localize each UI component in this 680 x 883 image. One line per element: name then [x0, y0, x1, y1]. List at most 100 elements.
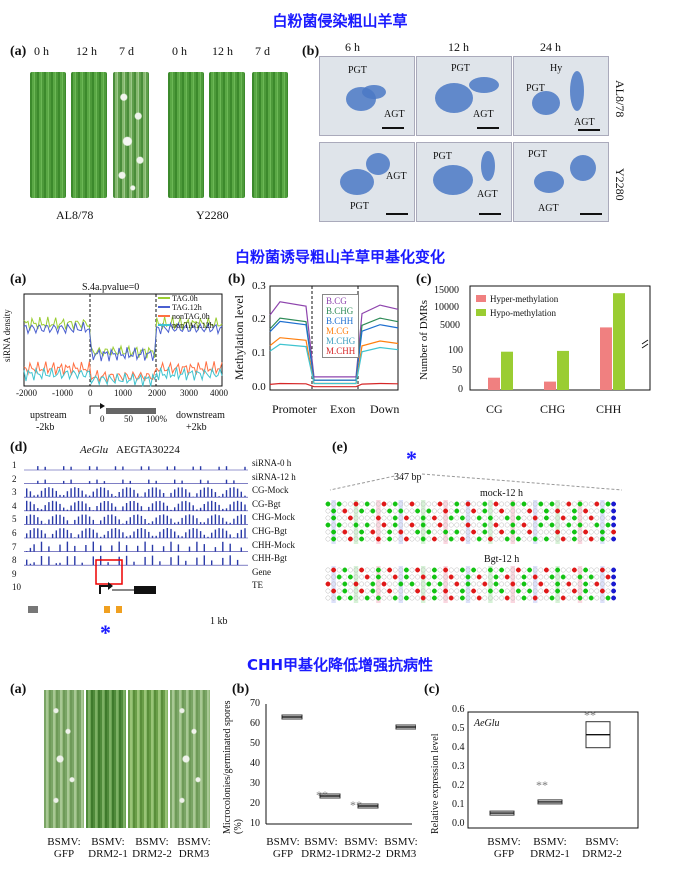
x-tick: 4000	[210, 388, 228, 398]
cytosine-dot	[487, 536, 493, 542]
cytosine-dot	[381, 588, 387, 594]
cytosine-dot	[493, 595, 499, 601]
cytosine-dot	[482, 581, 488, 587]
signal-bar	[125, 520, 128, 525]
cytosine-dot	[387, 581, 393, 587]
cytosine-dot	[403, 581, 409, 587]
cytosine-dot	[471, 595, 477, 601]
time-label: 0 h	[34, 44, 49, 58]
cytosine-dot	[465, 588, 471, 594]
signal-bar	[177, 487, 180, 498]
cytosine-dot	[543, 508, 549, 514]
cytosine-dot	[476, 574, 482, 580]
cytosine-dot	[560, 508, 566, 514]
series-line-nonTAG.12h	[23, 366, 223, 387]
signal-bar	[63, 516, 65, 525]
signal-bar	[103, 516, 106, 525]
cytosine-dot	[560, 574, 566, 580]
cytosine-dot	[532, 508, 538, 514]
signal-bar	[33, 504, 35, 511]
scale-label: 1 kb	[210, 616, 228, 627]
signal-bar	[37, 508, 39, 511]
cytosine-dot	[504, 536, 510, 542]
signal-bar	[244, 515, 246, 525]
signal-bar	[162, 529, 165, 538]
signal-bar	[100, 520, 102, 525]
signal-bar	[177, 535, 180, 538]
signal-bar	[29, 563, 32, 566]
signal-bar	[74, 502, 76, 511]
signal-bar	[233, 518, 235, 525]
cytosine-dot	[543, 536, 549, 542]
cytosine-dot	[510, 588, 516, 594]
signal-bar	[81, 530, 83, 538]
cytosine-dot	[504, 567, 510, 573]
signal-bar	[159, 515, 161, 525]
signal-bar	[107, 562, 109, 566]
section3-title: CHH甲基化降低增强抗病性	[246, 656, 434, 674]
signal-bar	[218, 515, 220, 525]
cytosine-dot	[571, 522, 577, 528]
cytosine-dot	[370, 567, 376, 573]
micrograph: PGT AGT	[416, 56, 512, 136]
y-tick: 0.2	[252, 313, 266, 325]
cytosine-dot	[577, 501, 583, 507]
signal-bar	[74, 556, 76, 566]
cytosine-dot	[599, 595, 605, 601]
signal-bar	[111, 545, 113, 552]
cytosine-dot	[521, 567, 527, 573]
signal-bar	[174, 489, 176, 498]
cytosine-dot	[543, 501, 549, 507]
cytosine-dot	[364, 581, 370, 587]
cytosine-dot	[331, 508, 337, 514]
cytosine-dot	[571, 529, 577, 535]
cytosine-dot	[448, 567, 454, 573]
signal-bar	[81, 490, 83, 498]
cytosine-dot	[437, 529, 443, 535]
cytosine-dot	[476, 522, 482, 528]
cytosine-dot	[521, 574, 527, 580]
cytosine-dot	[594, 574, 600, 580]
cytosine-dot	[409, 522, 415, 528]
cytosine-dot	[342, 536, 348, 542]
signal-bar	[55, 514, 57, 525]
cytosine-dot	[431, 536, 437, 542]
annotation: PGT	[526, 83, 545, 94]
cytosine-dot	[370, 536, 376, 542]
legend-label: nonTAG.0h	[172, 312, 210, 321]
track-number: 7	[12, 541, 17, 552]
panel-label: (c)	[424, 682, 440, 697]
cytosine-dot	[387, 567, 393, 573]
signal-bar	[63, 528, 65, 538]
cytosine-dot	[583, 501, 589, 507]
signal-bar	[33, 495, 35, 498]
cytosine-dot	[560, 522, 566, 528]
cytosine-dot	[325, 515, 331, 521]
cytosine-dot	[420, 522, 426, 528]
cytosine-dot	[364, 529, 370, 535]
cytosine-dot	[415, 508, 421, 514]
methylation-dots-mock	[325, 500, 617, 544]
cytosine-dot	[605, 595, 611, 601]
signal-bar	[26, 488, 28, 498]
cytosine-dot	[543, 595, 549, 601]
signal-bar	[125, 555, 128, 566]
y-tick: 60	[250, 718, 260, 729]
signal-bar	[122, 488, 124, 498]
cytosine-dot	[387, 522, 393, 528]
signal-bar	[96, 479, 98, 484]
cytosine-dot	[487, 515, 493, 521]
cytosine-dot	[471, 536, 477, 542]
cytosine-dot	[566, 581, 572, 587]
cytosine-dot	[560, 515, 566, 521]
cytosine-dot	[426, 595, 432, 601]
signal-bar	[92, 491, 94, 498]
cytosine-dot	[325, 522, 331, 528]
signal-bar	[170, 509, 172, 511]
signal-bar	[81, 562, 83, 566]
cytosine-dot	[415, 529, 421, 535]
cytosine-dot	[325, 508, 331, 514]
cytosine-dot	[375, 536, 381, 542]
signal-bar	[196, 493, 198, 498]
signal-bar	[196, 541, 198, 552]
